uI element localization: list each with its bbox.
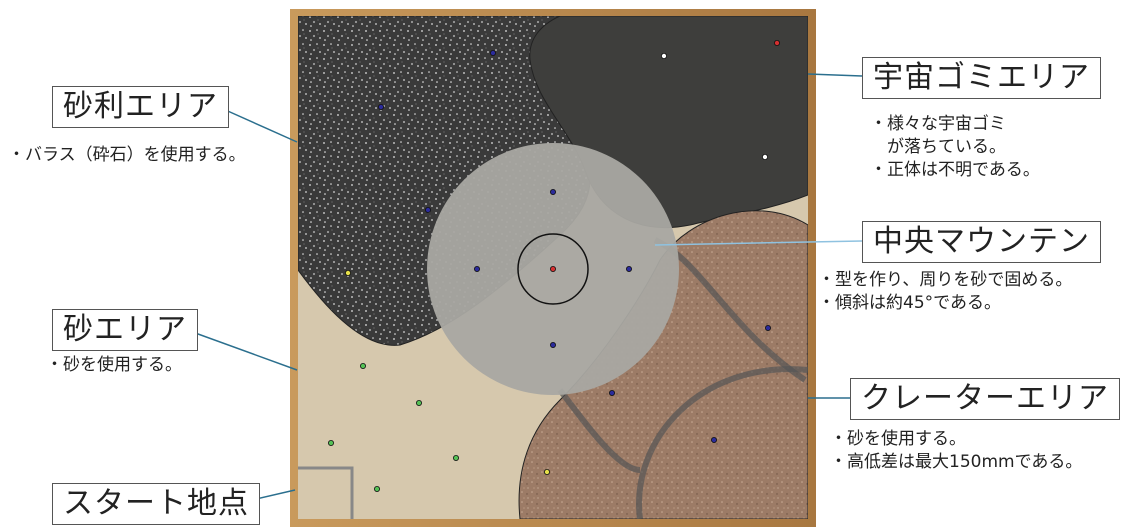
- sand-marker: [327, 439, 334, 446]
- start-point-title: スタート地点: [63, 486, 249, 521]
- sand-note: ・砂を使用する。: [46, 355, 182, 375]
- crater-marker: [765, 324, 772, 331]
- gravel-area-notes: ・バラス（砕石）を使用する。: [8, 144, 246, 167]
- space-debris-title: 宇宙ゴミエリア: [873, 60, 1090, 95]
- mountain-marker: [550, 188, 557, 195]
- mountain-leader-line: [654, 240, 863, 246]
- gravel-marker: [377, 104, 384, 111]
- mountain-peak-ring: [517, 233, 589, 305]
- mountain-marker: [550, 341, 557, 348]
- center-mountain-note: ・傾斜は約45°である。: [818, 293, 1001, 313]
- space-debris-notes: ・様々な宇宙ゴミ が落ちている。 ・正体は不明である。: [870, 113, 1040, 182]
- space-debris-note: ・正体は不明である。: [870, 160, 1040, 180]
- crater-marker: [609, 389, 616, 396]
- gravel-area-callout: 砂利エリア: [52, 86, 229, 128]
- mountain-marker: [473, 265, 480, 272]
- start-point-callout: スタート地点: [52, 483, 260, 525]
- space-debris-note: が落ちている。: [870, 137, 1006, 157]
- start-zone: [298, 466, 354, 519]
- crater-area-title: クレーターエリア: [861, 381, 1109, 416]
- center-mountain-note: ・型を作り、周りを砂で固める。: [818, 270, 1073, 290]
- crater-rim: [636, 366, 808, 519]
- gravel-marker: [424, 206, 431, 213]
- gravel-marker: [489, 50, 496, 57]
- center-mountain-notes: ・型を作り、周りを砂で固める。 ・傾斜は約45°である。: [818, 269, 1072, 315]
- crater-area-callout: クレーターエリア: [850, 378, 1120, 420]
- sand-area-notes: ・砂を使用する。: [46, 354, 182, 377]
- gravel-note: ・バラス（砕石）を使用する。: [8, 145, 246, 165]
- sand-leader-line: [186, 329, 298, 371]
- center-mountain-title: 中央マウンテン: [873, 224, 1090, 259]
- crater-marker: [711, 436, 718, 443]
- debris-marker: [774, 40, 781, 47]
- debris-marker: [762, 153, 769, 160]
- crater-note: ・砂を使用する。: [830, 429, 966, 449]
- sand-marker: [452, 454, 459, 461]
- crater-area-notes: ・砂を使用する。 ・高低差は最大150mmである。: [830, 428, 1082, 474]
- crater-note: ・高低差は最大150mmである。: [830, 452, 1083, 472]
- gravel-leader-line: [220, 107, 298, 143]
- space-debris-callout: 宇宙ゴミエリア: [862, 57, 1101, 99]
- gravel-marker: [344, 269, 351, 276]
- crater-marker: [544, 468, 551, 475]
- center-mountain-callout: 中央マウンテン: [862, 221, 1101, 263]
- mountain-marker: [550, 265, 557, 272]
- crater-rim: [557, 388, 641, 473]
- debris-marker: [661, 53, 668, 60]
- sand-marker: [359, 362, 366, 369]
- debris-leader-line: [807, 73, 863, 77]
- mountain-marker: [626, 265, 633, 272]
- sand-marker: [415, 399, 422, 406]
- gravel-area-title: 砂利エリア: [63, 89, 218, 124]
- sand-area-callout: 砂エリア: [52, 309, 198, 351]
- sand-marker: [373, 485, 380, 492]
- sand-area-title: 砂エリア: [63, 312, 187, 347]
- space-debris-note: ・様々な宇宙ゴミ: [870, 114, 1006, 134]
